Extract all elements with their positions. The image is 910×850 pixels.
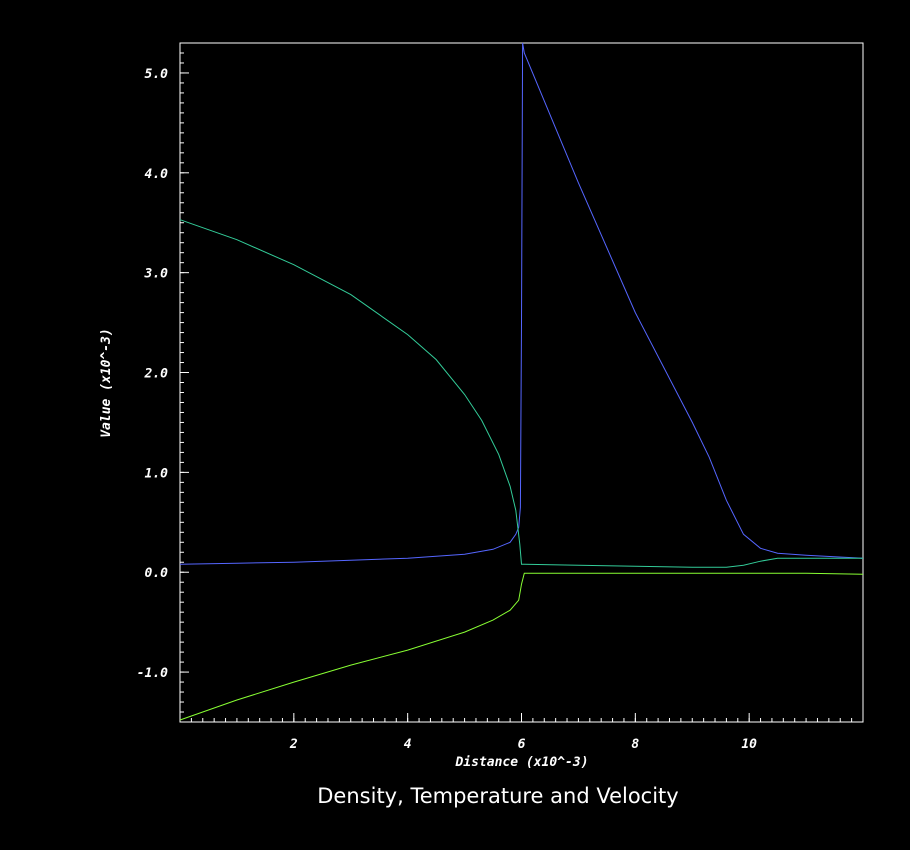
y-tick-label: 3.0 [144,267,169,282]
y-tick-labels: -1.0 0.0 1.0 2.0 3.0 4.0 5.0 [137,67,168,681]
major-ticks [180,72,750,722]
x-tick-label: 8 [631,737,639,752]
x-axis-label: Distance (x10^-3) [454,755,588,770]
x-tick-label: 10 [741,737,757,752]
series-line-1 [179,42,864,565]
x-tick-label: 6 [518,737,526,752]
minor-ticks [180,52,853,722]
y-tick-label: 5.0 [145,67,169,82]
x-tick-label: 4 [404,737,412,752]
y-tick-label: 4.0 [145,167,169,182]
y-tick-label: -1.0 [137,666,168,681]
x-tick-label: 2 [289,737,298,752]
y-tick-label: 2.0 [144,367,169,382]
series-line-3 [179,572,864,721]
y-axis-label: Value (x10^-3) [99,328,114,438]
series-line-2 [179,219,863,568]
chart-title: Density, Temperature and Velocity [317,784,678,808]
y-tick-label: 1.0 [145,466,169,481]
series-layer [179,42,864,721]
y-tick-label: 0.0 [145,566,169,581]
x-tick-labels: 2 4 6 8 10 [289,737,757,752]
